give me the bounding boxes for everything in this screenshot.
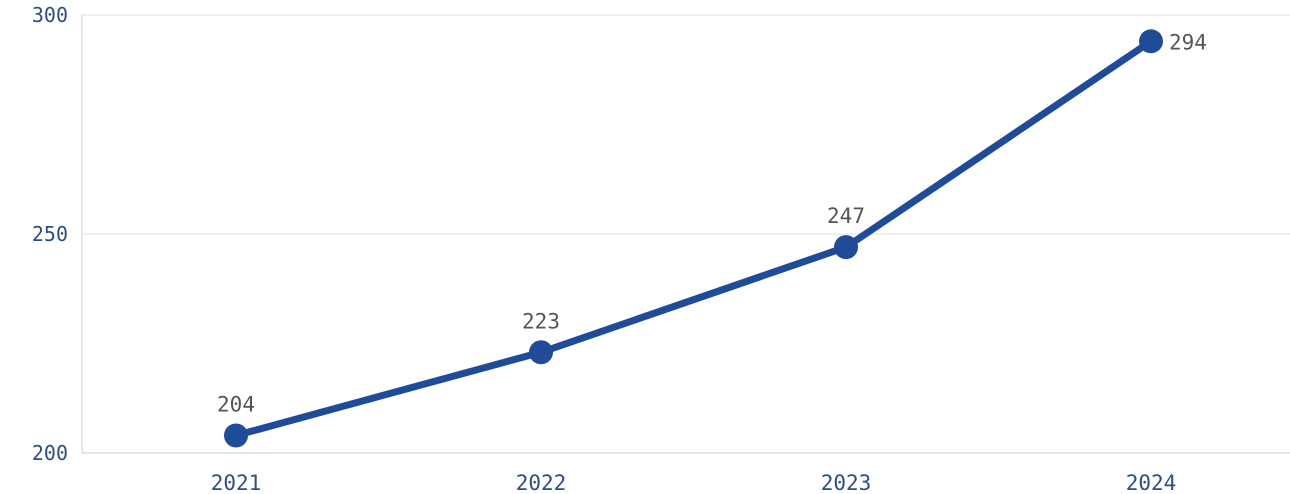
y-tick-label-300: 300 (32, 3, 68, 27)
grid-lines (82, 14, 1290, 454)
data-point-2021 (224, 423, 248, 448)
data-label-2022: 223 (522, 309, 560, 333)
data-label-2024: 294 (1169, 30, 1207, 54)
y-tick-label-250: 250 (32, 222, 68, 246)
data-label-2023: 247 (827, 204, 865, 228)
data-labels: 204 223 247 294 (217, 30, 1207, 416)
series-markers (224, 29, 1163, 448)
data-point-2023 (834, 235, 858, 260)
x-tick-label-2022: 2022 (516, 471, 567, 494)
x-tick-label-2023: 2023 (821, 471, 872, 494)
data-point-2022 (529, 340, 553, 365)
x-tick-label-2021: 2021 (211, 471, 262, 494)
data-point-2024 (1139, 29, 1163, 54)
series-line (232, 37, 1155, 439)
y-tick-labels: 200 250 300 (32, 3, 68, 465)
y-tick-label-200: 200 (32, 441, 68, 465)
axes (81, 15, 1290, 454)
x-tick-label-2024: 2024 (1126, 471, 1177, 494)
data-label-2021: 204 (217, 392, 255, 416)
x-tick-labels: 2021 2022 2023 2024 (211, 471, 1177, 494)
